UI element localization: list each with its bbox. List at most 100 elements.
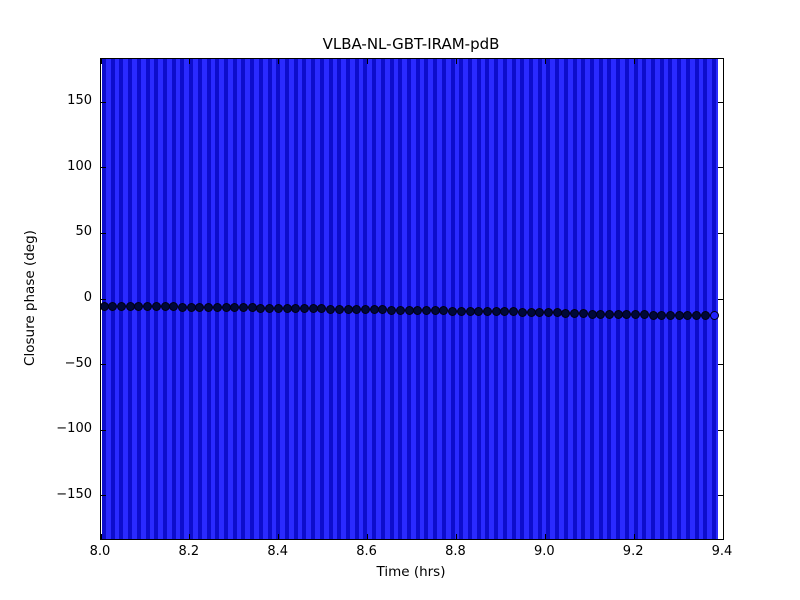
data-point xyxy=(674,310,684,320)
error-bar xyxy=(502,59,507,539)
y-tick-label: 100 xyxy=(67,158,92,174)
x-tick-mark xyxy=(544,534,546,539)
error-bar xyxy=(250,59,255,539)
error-bar xyxy=(633,59,638,539)
data-point xyxy=(474,306,484,316)
x-tick-mark xyxy=(100,534,102,539)
error-bar xyxy=(302,59,307,539)
data-point xyxy=(613,310,623,320)
error-bar xyxy=(163,59,167,539)
data-point xyxy=(151,302,161,312)
error-bar xyxy=(145,59,150,539)
error-bar xyxy=(677,59,682,539)
chart-title: VLBA-NL-GBT-IRAM-pdB xyxy=(322,35,500,53)
error-bar xyxy=(572,59,577,539)
data-point xyxy=(456,306,466,316)
data-point xyxy=(648,310,658,320)
error-bar xyxy=(407,59,411,539)
data-point xyxy=(631,310,641,320)
data-point xyxy=(212,303,222,313)
error-bar xyxy=(293,59,298,539)
x-axis-label: Time (hrs) xyxy=(376,564,446,580)
data-point xyxy=(291,304,301,314)
data-point xyxy=(334,304,344,314)
data-point xyxy=(256,303,266,313)
data-point xyxy=(387,305,397,315)
y-tick-label: 50 xyxy=(75,224,92,240)
y-tick-label: 0 xyxy=(83,290,92,305)
error-bar xyxy=(529,59,533,539)
data-point xyxy=(169,302,179,312)
data-point xyxy=(395,305,405,315)
error-bar xyxy=(398,59,403,539)
error-bar xyxy=(659,59,664,539)
data-point xyxy=(352,304,362,314)
error-bar xyxy=(712,59,716,539)
error-bar xyxy=(363,59,368,539)
data-point xyxy=(596,309,606,319)
y-tick-label: −50 xyxy=(64,355,92,371)
error-bar xyxy=(607,59,612,539)
y-tick-mark xyxy=(101,298,106,300)
data-point xyxy=(552,308,562,318)
error-bar xyxy=(119,59,124,539)
error-bar xyxy=(136,59,141,539)
error-bar xyxy=(276,59,281,539)
data-point xyxy=(570,308,580,318)
error-bar xyxy=(642,59,647,539)
error-bar xyxy=(703,59,708,539)
data-point xyxy=(99,301,109,311)
data-point xyxy=(317,304,327,314)
data-point xyxy=(343,304,353,314)
data-point xyxy=(448,306,458,316)
error-bar xyxy=(555,59,560,539)
x-tick-mark xyxy=(100,59,102,64)
data-point xyxy=(116,301,126,311)
error-bar xyxy=(624,59,629,539)
data-point xyxy=(692,310,702,320)
error-bar xyxy=(180,59,185,539)
error-bar xyxy=(328,59,333,539)
error-bar xyxy=(616,59,621,539)
data-point xyxy=(282,303,292,313)
data-point xyxy=(413,306,423,316)
x-tick-mark xyxy=(633,59,635,64)
error-bar xyxy=(651,59,655,539)
y-tick-mark xyxy=(101,101,106,103)
data-point xyxy=(500,307,510,317)
error-bar xyxy=(354,59,359,539)
error-bar xyxy=(494,59,499,539)
data-point xyxy=(639,310,649,320)
data-point xyxy=(160,302,170,312)
y-tick-mark xyxy=(718,495,723,497)
error-bar xyxy=(441,59,446,539)
error-bar xyxy=(171,59,176,539)
data-point xyxy=(578,309,588,319)
data-point xyxy=(204,302,214,312)
data-point xyxy=(439,306,449,316)
error-bar xyxy=(319,59,324,539)
error-bar xyxy=(581,59,586,539)
y-tick-mark xyxy=(101,364,106,366)
error-bar xyxy=(311,59,316,539)
plot-area xyxy=(99,58,724,540)
x-tick-label: 8.6 xyxy=(356,544,377,559)
error-bar xyxy=(189,59,194,539)
error-bar xyxy=(450,59,455,539)
y-tick-mark xyxy=(718,364,723,366)
data-point xyxy=(535,307,545,317)
error-bar xyxy=(694,59,699,539)
y-tick-mark xyxy=(101,232,106,234)
data-point xyxy=(491,307,501,317)
error-bar xyxy=(389,59,394,539)
error-bar xyxy=(459,59,464,539)
x-tick-label: 8.8 xyxy=(445,544,466,559)
error-bar xyxy=(258,59,263,539)
error-bar xyxy=(685,59,690,539)
y-tick-label: −150 xyxy=(56,486,92,502)
x-tick-label: 8.4 xyxy=(267,544,289,559)
data-point xyxy=(421,306,431,316)
data-point xyxy=(509,307,519,317)
data-point xyxy=(517,307,527,317)
data-point xyxy=(369,305,379,315)
